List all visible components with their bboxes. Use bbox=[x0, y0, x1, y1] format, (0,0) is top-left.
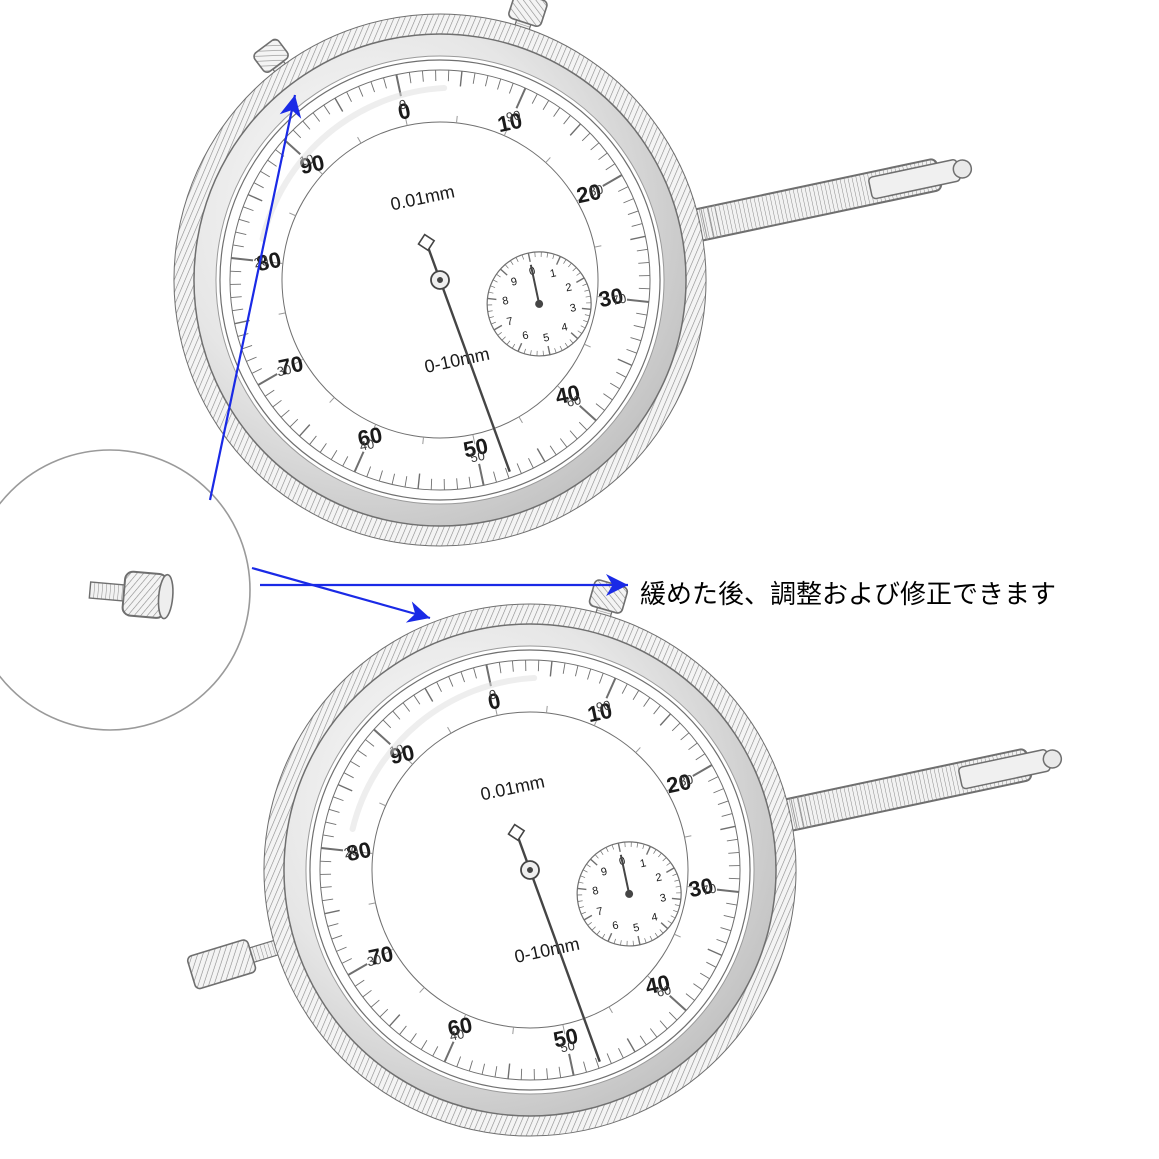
svg-text:20: 20 bbox=[342, 843, 359, 861]
svg-text:90: 90 bbox=[595, 697, 612, 715]
svg-text:80: 80 bbox=[587, 182, 604, 200]
svg-text:60: 60 bbox=[565, 392, 582, 410]
svg-text:70: 70 bbox=[610, 290, 627, 308]
svg-text:90: 90 bbox=[505, 107, 522, 125]
callout-arrow bbox=[252, 568, 430, 618]
svg-text:60: 60 bbox=[655, 982, 672, 1000]
svg-text:70: 70 bbox=[700, 880, 717, 898]
svg-text:50: 50 bbox=[559, 1038, 576, 1056]
svg-text:80: 80 bbox=[677, 772, 694, 790]
svg-text:30: 30 bbox=[366, 952, 383, 970]
svg-text:30: 30 bbox=[276, 362, 293, 380]
svg-text:40: 40 bbox=[358, 436, 375, 454]
callout-text: 緩めた後、調整および修正できます bbox=[640, 574, 1056, 611]
svg-text:50: 50 bbox=[469, 448, 486, 466]
svg-text:40: 40 bbox=[448, 1026, 465, 1044]
dial-gauge: 010203040506070809009080706050403020100.… bbox=[123, 0, 1026, 595]
